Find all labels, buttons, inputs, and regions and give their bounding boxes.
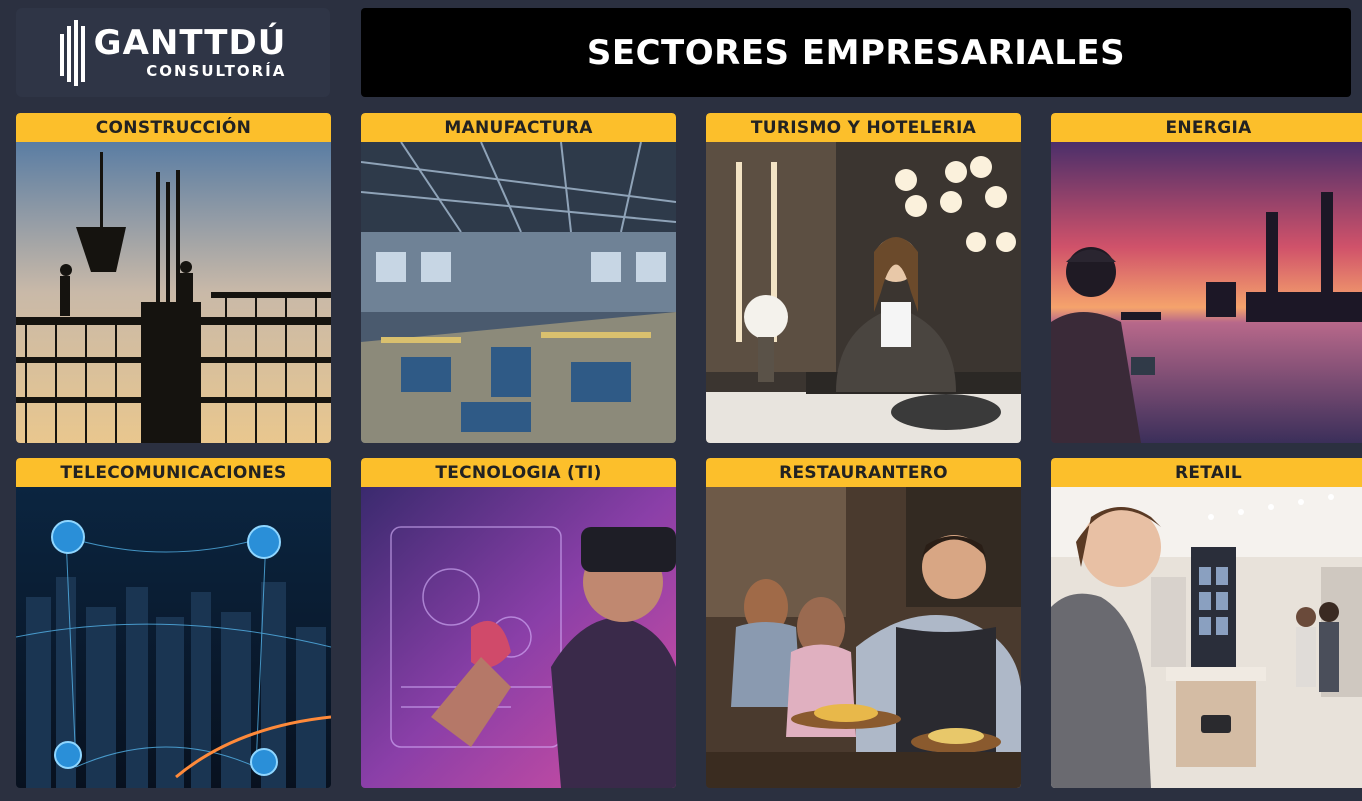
card-title: TURISMO Y HOTELERIA xyxy=(750,117,977,138)
card-header: RETAIL xyxy=(1051,458,1362,487)
card-title: RETAIL xyxy=(1174,462,1243,483)
card-header: TURISMO Y HOTELERIA xyxy=(706,113,1021,142)
card-header: TECNOLOGIA (TI) xyxy=(361,458,676,487)
card-title: TELECOMUNICACIONES xyxy=(60,462,287,483)
sector-card-telecomunicaciones[interactable]: TELECOMUNICACIONES xyxy=(16,458,331,788)
card-title: MANUFACTURA xyxy=(444,117,593,138)
energy-image xyxy=(1051,142,1362,443)
sector-card-energia[interactable]: ENERGIA xyxy=(1051,113,1362,443)
card-title: CONSTRUCCIÓN xyxy=(95,117,252,138)
sector-card-manufactura[interactable]: MANUFACTURA xyxy=(361,113,676,443)
sector-card-construccion[interactable]: CONSTRUCCIÓN xyxy=(16,113,331,443)
sector-card-retail[interactable]: RETAIL xyxy=(1051,458,1362,788)
telecom-image xyxy=(16,487,331,788)
company-logo: GANTTDÚ CONSULTORÍA xyxy=(16,8,330,97)
card-header: MANUFACTURA xyxy=(361,113,676,142)
page-title: SECTORES EMPRESARIALES xyxy=(586,32,1126,73)
page-title-banner: SECTORES EMPRESARIALES xyxy=(361,8,1351,97)
sector-card-tecnologia[interactable]: TECNOLOGIA (TI) xyxy=(361,458,676,788)
logo-name: GANTTDÚ xyxy=(93,23,287,63)
card-title: ENERGIA xyxy=(1165,117,1252,138)
card-title: TECNOLOGIA (TI) xyxy=(435,462,602,483)
hotel-image xyxy=(706,142,1021,443)
restaurant-image xyxy=(706,487,1021,788)
retail-image xyxy=(1051,487,1362,788)
card-title: RESTAURANTERO xyxy=(779,462,948,483)
card-header: TELECOMUNICACIONES xyxy=(16,458,331,487)
manufacturing-image xyxy=(361,142,676,443)
sector-card-restaurantero[interactable]: RESTAURANTERO xyxy=(706,458,1021,788)
logo-stripes-icon xyxy=(59,19,85,86)
technology-image xyxy=(361,487,676,788)
card-header: ENERGIA xyxy=(1051,113,1362,142)
card-header: CONSTRUCCIÓN xyxy=(16,113,331,142)
logo-subtitle: CONSULTORÍA xyxy=(146,62,287,80)
sector-card-turismo[interactable]: TURISMO Y HOTELERIA xyxy=(706,113,1021,443)
construction-image xyxy=(16,142,331,443)
card-header: RESTAURANTERO xyxy=(706,458,1021,487)
